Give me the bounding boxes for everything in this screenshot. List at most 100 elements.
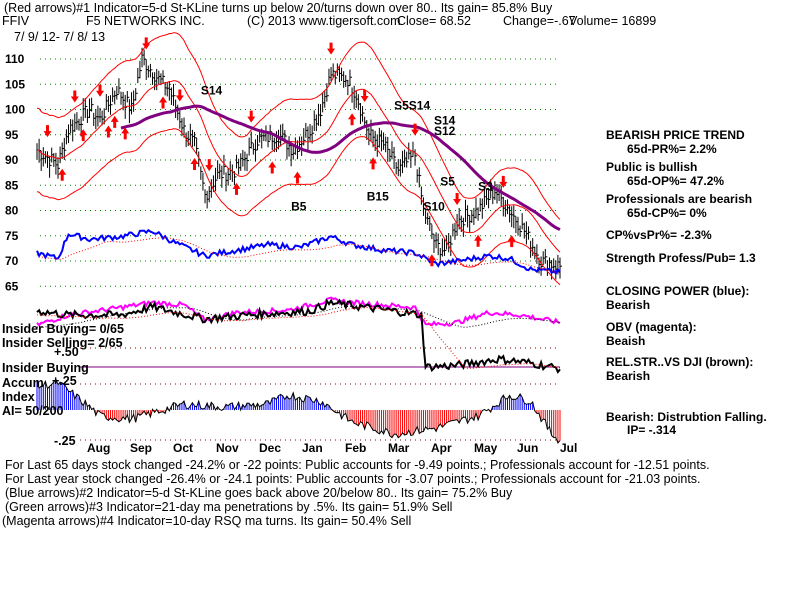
red-up-arrow-icon <box>293 171 302 184</box>
x-month-label: Nov <box>216 441 239 455</box>
close-price: Close= 68.52 <box>397 14 472 28</box>
index-label: Index <box>2 390 35 404</box>
pr-value: 65d-PR%= 2.2% <box>627 142 717 156</box>
footer-line-5: (Magenta arrows)#4 Indicator=10-day RSQ … <box>2 514 412 528</box>
red-down-arrow-icon <box>175 89 184 102</box>
signal-label: B15 <box>367 189 389 203</box>
op-value: 65d-OP%= 47.2% <box>627 174 725 188</box>
red-up-arrow-icon <box>507 235 516 248</box>
footer-line-3: (Blue arrows)#2 Indicator=5-d St-KLine g… <box>5 486 513 500</box>
red-up-arrow-icon <box>348 113 357 126</box>
cp-value: 65d-CP%= 0% <box>627 206 707 220</box>
y-tick-label: 85 <box>5 178 19 192</box>
plus50-label: +.50 <box>54 345 79 359</box>
red-up-arrow-icon <box>190 157 199 170</box>
x-month-label: Feb <box>345 441 366 455</box>
closing-power-label: CLOSING POWER (blue): <box>606 284 750 298</box>
red-up-arrow-icon <box>232 182 241 195</box>
red-down-arrow-icon <box>360 89 369 102</box>
y-tick-label: 65 <box>5 279 19 293</box>
red-down-arrow-icon <box>96 84 105 97</box>
red-down-arrow-icon <box>453 192 462 205</box>
y-tick-label: 75 <box>5 229 19 243</box>
x-month-label: Oct <box>173 441 193 455</box>
relstr-label: REL.STR..VS DJI (brown): <box>606 355 754 369</box>
x-month-label: May <box>474 441 498 455</box>
red-up-arrow-icon <box>58 168 67 181</box>
price-change: Change=-.67 <box>503 14 576 28</box>
y-tick-label: 105 <box>5 77 25 91</box>
ticker-symbol: FFIV <box>2 14 30 28</box>
ma21-line <box>36 80 561 253</box>
plus25-label: +.25 <box>52 374 77 388</box>
accum-label: Accum <box>2 376 44 390</box>
x-month-label: Dec <box>259 441 281 455</box>
insider-buying: Insider Buying= 0/65 <box>2 322 124 336</box>
relstr-ma-line <box>36 306 561 369</box>
obv-line <box>36 296 561 327</box>
obv-status: Beaish <box>606 334 646 348</box>
signal-label: S14 <box>409 99 431 113</box>
signal-label: S10 <box>423 200 445 214</box>
red-up-arrow-icon <box>474 234 483 247</box>
x-month-label: Jul <box>560 441 577 455</box>
y-tick-label: 100 <box>5 103 25 117</box>
red-up-arrow-icon <box>104 125 113 138</box>
lower-band-line <box>36 128 561 286</box>
closing-power-ma-line <box>36 237 561 274</box>
red-down-arrow-icon <box>70 90 79 103</box>
footer-line-4: (Green arrows)#3 Indicator=21-day ma pen… <box>5 500 453 514</box>
date-range: 7/ 9/ 12- 7/ 8/ 13 <box>14 30 106 44</box>
y-tick-label: 110 <box>5 52 25 66</box>
red-up-arrow-icon <box>427 254 436 267</box>
copyright: (C) 2013 www.tigersoft.com <box>247 14 401 28</box>
y-tick-label: 95 <box>5 128 19 142</box>
closing-power-line <box>36 228 561 276</box>
relstr-status: Bearish <box>606 369 651 383</box>
company-name: F5 NETWORKS INC. <box>86 14 205 28</box>
red-down-arrow-icon <box>499 175 508 188</box>
y-tick-label: 70 <box>5 254 19 268</box>
ma65-line <box>120 104 561 231</box>
volume: Volume= 16899 <box>569 14 657 28</box>
y-tick-label: 80 <box>5 204 19 218</box>
y-tick-label: 90 <box>5 153 19 167</box>
red-down-arrow-icon <box>411 123 420 136</box>
red-down-arrow-icon <box>43 125 52 138</box>
obv-label: OBV (magenta): <box>606 320 697 334</box>
x-month-label: Jun <box>517 441 538 455</box>
signal-label: S12 <box>434 124 456 138</box>
upper-band-line <box>36 32 561 220</box>
header-indicator-1: (Red arrows)#1 Indicator=5-d St-KLine tu… <box>4 1 553 15</box>
x-month-label: Jan <box>302 441 323 455</box>
obv-ma-line <box>36 304 561 329</box>
red-down-arrow-icon <box>205 159 214 172</box>
red-down-arrow-icon <box>327 42 336 55</box>
x-month-label: Apr <box>431 441 452 455</box>
x-month-label: Aug <box>87 441 110 455</box>
red-down-arrow-icon <box>247 110 256 123</box>
ai-line <box>36 378 561 444</box>
insider-buying-line-label: Insider Buying <box>2 361 89 375</box>
signal-label: S14 <box>201 83 223 97</box>
ip-value: IP= -.314 <box>627 423 677 437</box>
red-up-arrow-icon <box>268 161 277 174</box>
cp-vs-pr: CP%vsPr%= -2.3% <box>606 228 712 242</box>
red-up-arrow-icon <box>110 115 119 128</box>
x-month-label: Mar <box>388 441 410 455</box>
public-status: Public is bullish <box>606 160 698 174</box>
distribution-status: Bearish: Distrubtion Falling. <box>606 410 767 424</box>
closing-power-status: Bearish <box>606 298 651 312</box>
price-trend: BEARISH PRICE TREND <box>606 128 745 142</box>
insider-selling: Insider Selling= 2/65 <box>2 336 123 350</box>
footer-line-2: For Last year stock changed -26.4% or -2… <box>5 472 701 486</box>
red-up-arrow-icon <box>369 157 378 170</box>
footer-line-1: For Last 65 days stock changed -24.2% or… <box>5 458 710 472</box>
x-month-label: Sep <box>130 441 152 455</box>
relstr-line <box>36 298 561 374</box>
signal-label: S5 <box>394 99 409 113</box>
red-up-arrow-icon <box>79 129 88 142</box>
red-down-arrow-icon <box>142 37 151 50</box>
minus25-label: -.25 <box>54 434 76 448</box>
